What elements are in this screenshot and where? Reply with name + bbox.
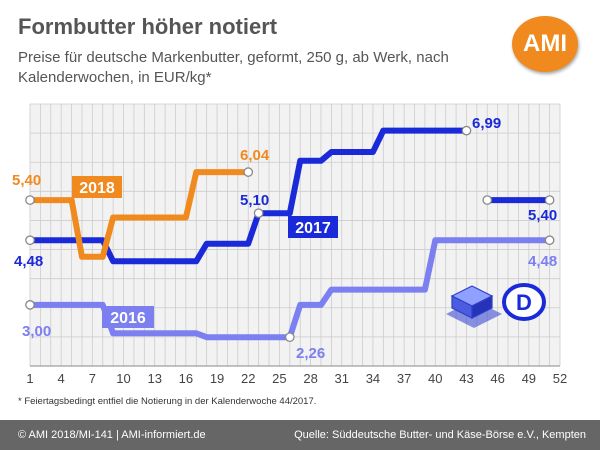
year-label: 2018: [79, 180, 115, 197]
year-label-box: [72, 176, 122, 198]
x-tick-label: 43: [459, 371, 473, 386]
butter-package-icon: [446, 285, 502, 328]
x-tick-label: 28: [303, 371, 317, 386]
country-letter: D: [516, 290, 532, 315]
ami-logo-text: AMI: [523, 30, 567, 57]
x-tick-label: 37: [397, 371, 411, 386]
data-point-marker: [544, 235, 555, 246]
data-label: 5,40: [528, 207, 557, 224]
x-tick-label: 40: [428, 371, 442, 386]
x-tick-label: 10: [116, 371, 130, 386]
data-label: 6,99: [472, 115, 501, 132]
data-label: 5,40: [12, 172, 41, 189]
data-label: 6,04: [240, 147, 270, 164]
x-tick-label: 1: [26, 371, 33, 386]
price-chart: 1 4 7 10 13 16 19 22 25 28 31 34 37 40 43 46 49 52 5,40 6,0…: [12, 103, 567, 386]
x-tick-label: 7: [89, 371, 96, 386]
x-tick-label: 4: [58, 371, 65, 386]
x-tick-label: 13: [147, 371, 161, 386]
year-label: 2017: [295, 220, 331, 237]
x-tick-label: 25: [272, 371, 286, 386]
data-label: 4,48: [528, 253, 557, 270]
year-label-box: [288, 216, 338, 238]
data-point-marker: [284, 332, 295, 343]
series-line-2018: [27, 169, 252, 260]
x-tick-label: 16: [179, 371, 193, 386]
x-tick-label: 52: [553, 371, 567, 386]
year-label: 2016: [110, 310, 146, 327]
data-point-marker: [25, 300, 35, 310]
chart-title: Formbutter höher notiert: [18, 14, 278, 39]
year-label-box: [102, 306, 154, 328]
country-badge: [502, 283, 546, 321]
footnote: * Feiertagsbedingt entfiel die Notierung…: [18, 396, 317, 407]
series-line-2017: [27, 127, 470, 265]
x-tick-label: 31: [335, 371, 349, 386]
data-point-marker: [253, 208, 264, 219]
footer-copyright[interactable]: © AMI 2018/MI-141 | AMI-informiert.de: [18, 429, 206, 441]
data-point-marker: [544, 195, 555, 205]
data-label: 5,10: [240, 192, 269, 209]
icon-right: [471, 295, 493, 319]
x-tick-label: 34: [366, 371, 380, 386]
data-point-marker: [243, 167, 254, 177]
x-tick-label: 46: [490, 371, 504, 386]
data-point-marker: [25, 195, 35, 205]
series-line-2016: [27, 237, 553, 341]
chart-subtitle: Preise für deutsche Markenbutter, geform…: [18, 49, 449, 86]
ami-logo: AMI: [512, 16, 578, 72]
x-tick-label: 22: [241, 371, 255, 386]
data-label: 2,26: [296, 345, 325, 362]
footer-source: Quelle: Süddeutsche Butter- und Käse-Bör…: [294, 429, 586, 441]
data-label: 3,00: [22, 323, 51, 340]
x-tick-label: 49: [522, 371, 536, 386]
data-point-marker: [482, 195, 493, 205]
x-tick-label: 19: [210, 371, 224, 386]
data-point-marker: [461, 125, 472, 136]
data-point-marker: [25, 235, 35, 246]
data-label: 4,48: [14, 253, 43, 270]
footer-bar: © AMI 2018/MI-141 | AMI-informiert.de Qu…: [0, 420, 600, 450]
